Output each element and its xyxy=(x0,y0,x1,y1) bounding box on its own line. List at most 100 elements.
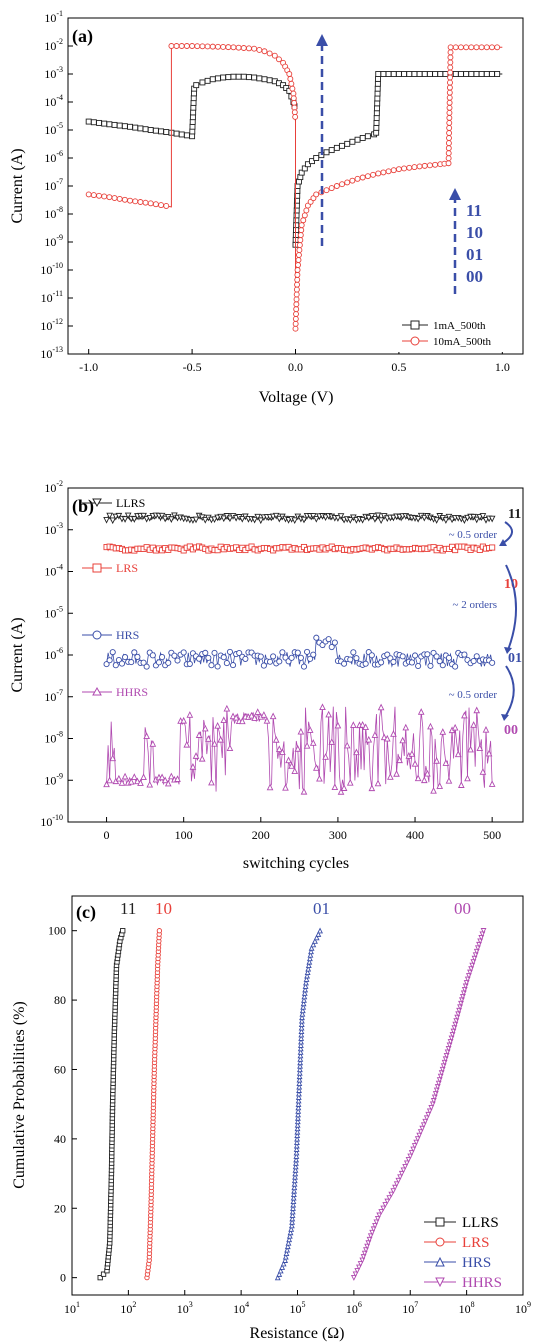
data-point-10mA_500th xyxy=(116,195,123,202)
data-point-HHRS xyxy=(343,741,351,749)
data-point-10mA_500th xyxy=(300,217,307,224)
data-point-10mA_500th xyxy=(339,181,345,188)
data-point-HRS xyxy=(180,649,187,656)
data-point-HRS xyxy=(353,655,360,662)
data-point-LLRS xyxy=(211,516,218,524)
data-point-HHRS xyxy=(376,1212,383,1219)
data-point-HHRS xyxy=(398,1170,405,1177)
data-point-10mA_500th xyxy=(168,43,175,49)
data-point-HHRS xyxy=(297,727,305,735)
data-point-HHRS xyxy=(186,711,194,718)
data-point-1mA_500th xyxy=(301,165,308,172)
data-point-HHRS xyxy=(362,723,370,731)
data-point-HHRS xyxy=(143,732,150,740)
data-point-10mA_500th xyxy=(446,104,453,111)
data-point-10mA_500th xyxy=(220,44,227,50)
data-point-HRS xyxy=(305,965,312,972)
panel-a-frame xyxy=(67,17,524,355)
data-point-HHRS xyxy=(217,735,225,743)
data-point-HRS xyxy=(257,653,264,660)
data-point-1mA_500th xyxy=(333,144,340,151)
data-point-1mA_500th xyxy=(189,123,196,130)
data-point-HRS xyxy=(291,1187,298,1194)
data-point-LLRS xyxy=(377,517,385,525)
data-point-1mA_500th xyxy=(442,71,449,77)
y-tick-label-b: 10-5 xyxy=(44,604,63,620)
data-point-1mA_500th xyxy=(190,104,197,111)
data-point-HHRS xyxy=(282,783,289,791)
data-point-HRS xyxy=(312,937,318,944)
gap-3-b: ~ 0.5 order xyxy=(449,689,498,701)
data-point-HRS xyxy=(298,1017,305,1024)
data-point-10mA_500th xyxy=(364,173,371,180)
data-point-HRS xyxy=(295,1104,302,1111)
panel-c-chart: 101 102 103 104 105 106 107 108 109020406080100 … xyxy=(11,895,531,1342)
data-point-1mA_500th xyxy=(309,158,315,165)
data-point-1mA_500th xyxy=(246,74,252,81)
data-point-10mA_500th xyxy=(199,43,206,50)
data-point-10mA_500th xyxy=(445,160,452,167)
panel-b-label: (b) xyxy=(72,496,94,517)
data-point-HRS xyxy=(282,1253,289,1260)
data-point-1mA_500th xyxy=(380,71,387,77)
data-point-LLRS xyxy=(312,515,320,523)
data-point-10mA_500th xyxy=(292,325,299,332)
data-point-1mA_500th xyxy=(230,73,237,80)
data-point-HHRS xyxy=(205,735,212,742)
x-tick-label-c: 102 xyxy=(120,1300,136,1316)
data-point-HHRS xyxy=(470,721,477,728)
data-point-HRS xyxy=(303,976,310,982)
data-point-HHRS xyxy=(371,731,379,738)
data-point-10mA_500th xyxy=(183,43,190,49)
data-point-1mA_500th xyxy=(390,71,397,77)
top-label-10: 10 xyxy=(155,899,172,918)
data-point-1mA_500th xyxy=(152,127,159,134)
data-point-HHRS xyxy=(294,745,302,752)
x-tick-label-c: 107 xyxy=(402,1300,418,1316)
data-point-10mA_500th xyxy=(447,64,454,71)
data-point-10mA_500th xyxy=(137,199,144,205)
data-point-HRS xyxy=(131,649,138,656)
data-point-HHRS xyxy=(269,712,277,720)
x-tick-label-c: 104 xyxy=(233,1300,249,1316)
data-point-1mA_500th xyxy=(142,126,149,133)
y-tick-label-a: 10-6 xyxy=(44,149,63,165)
data-point-HRS xyxy=(439,662,446,669)
data-point-10mA_500th xyxy=(473,44,480,51)
data-point-LLRS xyxy=(337,513,345,520)
data-point-1mA_500th xyxy=(374,100,381,107)
data-point-HRS xyxy=(290,1201,297,1208)
data-point-10mA_500th xyxy=(111,195,118,201)
state-10-a: 10 xyxy=(466,223,483,242)
data-point-HRS xyxy=(288,1222,295,1229)
data-point-10mA_500th xyxy=(478,44,485,51)
data-point-HHRS xyxy=(451,723,459,731)
data-point-10mA_500th xyxy=(447,69,454,76)
data-point-HHRS xyxy=(121,772,129,780)
data-point-HHRS xyxy=(393,1181,400,1188)
data-point-1mA_500th xyxy=(90,119,97,126)
state-01-a: 01 xyxy=(466,245,483,264)
data-point-HRS xyxy=(452,663,459,670)
data-point-10mA_500th xyxy=(426,162,433,169)
data-point-1mA_500th xyxy=(293,207,300,214)
data-point-HHRS xyxy=(158,773,166,781)
data-point-10mA_500th xyxy=(354,175,361,182)
data-point-HRS xyxy=(159,654,166,661)
data-point-1mA_500th xyxy=(251,74,258,81)
x-tick-label-b: 500 xyxy=(483,828,501,842)
data-point-HHRS xyxy=(254,708,262,715)
data-point-HRS xyxy=(283,1250,290,1257)
data-point-10mA_500th xyxy=(445,145,452,152)
data-point-HRS xyxy=(291,1177,298,1184)
data-point-1mA_500th xyxy=(214,75,221,82)
data-point-10mA_500th xyxy=(297,237,304,244)
data-point-10mA_500th xyxy=(452,44,459,51)
data-point-HHRS xyxy=(232,713,240,721)
data-point-1mA_500th xyxy=(189,133,196,140)
data-point-1mA_500th xyxy=(173,130,180,137)
data-point-1mA_500th xyxy=(373,110,380,117)
data-point-HHRS xyxy=(106,776,113,784)
data-point-10mA_500th xyxy=(251,45,258,52)
data-point-HRS xyxy=(294,1132,301,1139)
